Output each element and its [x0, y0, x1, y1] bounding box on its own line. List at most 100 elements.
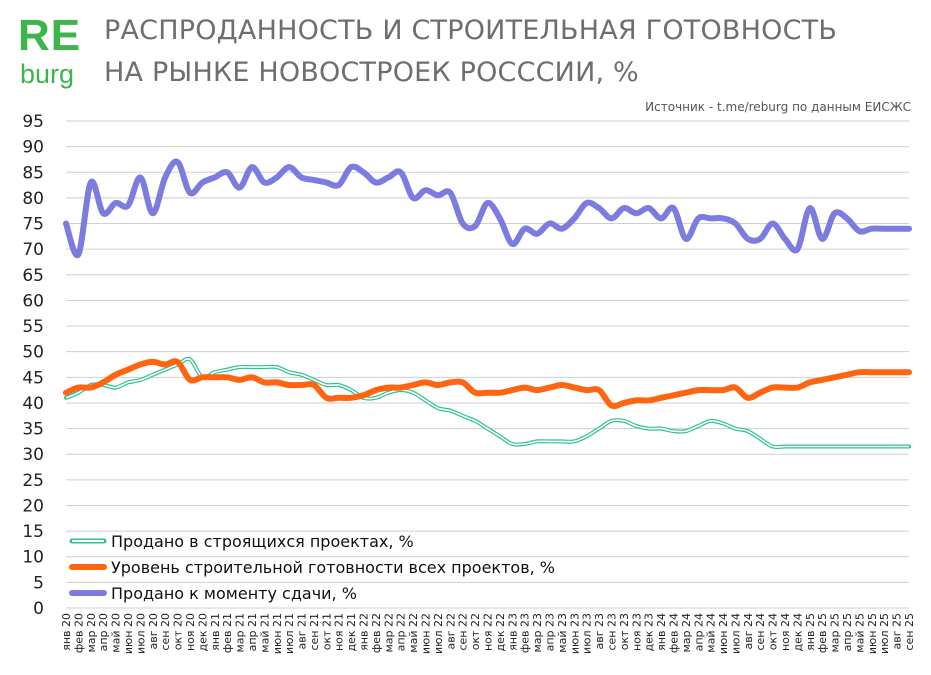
- x-tick-label: июл 25: [878, 613, 891, 654]
- x-tick-label: июн 22: [420, 613, 433, 654]
- x-tick-label: фев 22: [370, 613, 383, 653]
- y-tick-label: 10: [22, 548, 44, 568]
- title-line-1: РАСПРОДАННОСТЬ И СТРОИТЕЛЬНАЯ ГОТОВНОСТЬ: [104, 15, 838, 46]
- legend-label: Продано в строящихся проектах, %: [111, 532, 414, 551]
- x-tick-label: ноя 22: [482, 613, 495, 651]
- x-tick-label: ноя 20: [184, 613, 197, 651]
- x-tick-label: ноя 23: [630, 613, 643, 651]
- x-tick-label: дек 23: [643, 613, 656, 652]
- x-tick-label: июл 23: [581, 613, 594, 654]
- x-tick-label: май 24: [705, 613, 718, 653]
- x-tick-label: мар 24: [680, 613, 693, 653]
- y-tick-label: 50: [22, 343, 44, 363]
- x-tick-label: мар 21: [234, 613, 247, 653]
- x-tick-label: июн 20: [122, 613, 135, 654]
- series-line-construction-readiness: [63, 358, 912, 410]
- y-tick-label: 75: [22, 215, 44, 235]
- x-tick-label: авг 23: [593, 613, 606, 650]
- y-tick-label: 60: [22, 291, 44, 311]
- x-tick-label: апр 24: [692, 613, 705, 651]
- source-note: Источник - t.me/reburg по данным ЕИСЖС: [645, 100, 911, 114]
- x-tick-label: мар 23: [531, 613, 544, 653]
- x-tick-label: июл 22: [432, 613, 445, 654]
- x-tick-label: сен 25: [903, 613, 916, 651]
- x-tick-label: сен 22: [457, 613, 470, 651]
- y-tick-label: 30: [22, 445, 44, 465]
- x-tick-label: май 21: [258, 613, 271, 653]
- x-tick-label: сен 24: [754, 613, 767, 651]
- x-tick-label: май 22: [407, 613, 420, 653]
- x-tick-label: апр 25: [841, 613, 854, 651]
- y-axis-ticks: 0 5 10 15 20 25 30 35 40 45 50 55 60 65 70 75 80 85 90 95: [22, 112, 44, 619]
- series-lines: [63, 158, 912, 450]
- x-tick-label: май 23: [556, 613, 569, 653]
- x-tick-label: апр 21: [246, 613, 259, 651]
- legend-label: Продано к моменту сдачи, %: [111, 584, 357, 603]
- y-tick-label: 80: [22, 189, 44, 209]
- x-tick-label: янв 24: [655, 613, 668, 651]
- title-line-2: НА РЫНКЕ НОВОСТРОЕК РОСССИИ, %: [104, 57, 639, 88]
- y-tick-label: 20: [22, 496, 44, 516]
- x-tick-label: янв 20: [60, 613, 73, 651]
- y-tick-label: 15: [22, 522, 44, 542]
- x-tick-label: ноя 21: [333, 613, 346, 651]
- x-tick-label: июн 24: [717, 613, 730, 654]
- legend: Продано в строящихся проектах, % Уровень …: [69, 532, 555, 603]
- y-tick-label: 55: [22, 317, 44, 337]
- x-tick-label: май 20: [110, 613, 123, 653]
- x-tick-label: авг 22: [444, 613, 457, 650]
- x-tick-label: авг 20: [147, 613, 160, 650]
- x-tick-label: фев 24: [667, 613, 680, 653]
- x-tick-label: июн 21: [271, 613, 284, 654]
- x-tick-label: мар 20: [85, 613, 98, 653]
- x-tick-label: дек 20: [196, 613, 209, 652]
- y-tick-label: 65: [22, 266, 44, 286]
- x-tick-label: сен 23: [605, 613, 618, 651]
- x-tick-label: авг 24: [742, 613, 755, 650]
- x-tick-label: ноя 24: [779, 613, 792, 651]
- x-tick-label: окт 21: [320, 613, 333, 650]
- x-tick-label: фев 23: [519, 613, 532, 653]
- y-tick-label: 5: [33, 573, 44, 593]
- logo: RE burg: [18, 11, 88, 89]
- x-tick-label: май 25: [853, 613, 866, 653]
- logo-burg: burg: [20, 59, 75, 89]
- x-tick-label: окт 23: [618, 613, 631, 650]
- y-tick-label: 0: [33, 599, 44, 619]
- y-tick-label: 40: [22, 394, 44, 414]
- x-tick-label: окт 20: [172, 613, 185, 650]
- x-tick-label: янв 22: [358, 613, 371, 651]
- x-tick-label: июн 23: [568, 613, 581, 654]
- x-tick-label: июл 21: [283, 613, 296, 654]
- x-tick-label: сен 20: [159, 613, 172, 651]
- y-tick-label: 85: [22, 163, 44, 183]
- x-tick-label: апр 20: [97, 613, 110, 651]
- x-tick-label: июл 20: [134, 613, 147, 654]
- x-tick-label: июл 24: [729, 613, 742, 654]
- x-tick-label: мар 22: [382, 613, 395, 653]
- logo-re: RE: [18, 11, 82, 60]
- x-tick-label: июн 25: [866, 613, 879, 654]
- y-tick-label: 45: [22, 368, 44, 388]
- x-tick-label: фев 20: [72, 613, 85, 653]
- x-tick-label: янв 23: [506, 613, 519, 651]
- legend-label: Уровень строительной готовности всех про…: [111, 558, 555, 577]
- series-line-sold-by-completion: [63, 158, 912, 259]
- x-tick-label: окт 22: [469, 613, 482, 650]
- page-title: РАСПРОДАННОСТЬ И СТРОИТЕЛЬНАЯ ГОТОВНОСТЬ…: [104, 10, 904, 94]
- x-tick-label: апр 22: [395, 613, 408, 651]
- x-tick-label: фев 25: [816, 613, 829, 653]
- y-tick-label: 70: [22, 240, 44, 260]
- x-tick-label: дек 22: [494, 613, 507, 652]
- x-axis-ticks: янв 20 фев 20 мар 20 апр 20 май 20 июн 20 июл …: [60, 613, 916, 654]
- x-tick-label: апр 23: [543, 613, 556, 651]
- x-tick-label: авг 21: [296, 613, 309, 650]
- x-tick-label: мар 25: [829, 613, 842, 653]
- x-tick-label: сен 21: [308, 613, 321, 651]
- y-tick-label: 95: [22, 112, 44, 132]
- x-tick-label: янв 21: [209, 613, 222, 651]
- x-tick-label: фев 21: [221, 613, 234, 653]
- y-tick-label: 35: [22, 420, 44, 440]
- x-tick-label: авг 25: [891, 613, 904, 650]
